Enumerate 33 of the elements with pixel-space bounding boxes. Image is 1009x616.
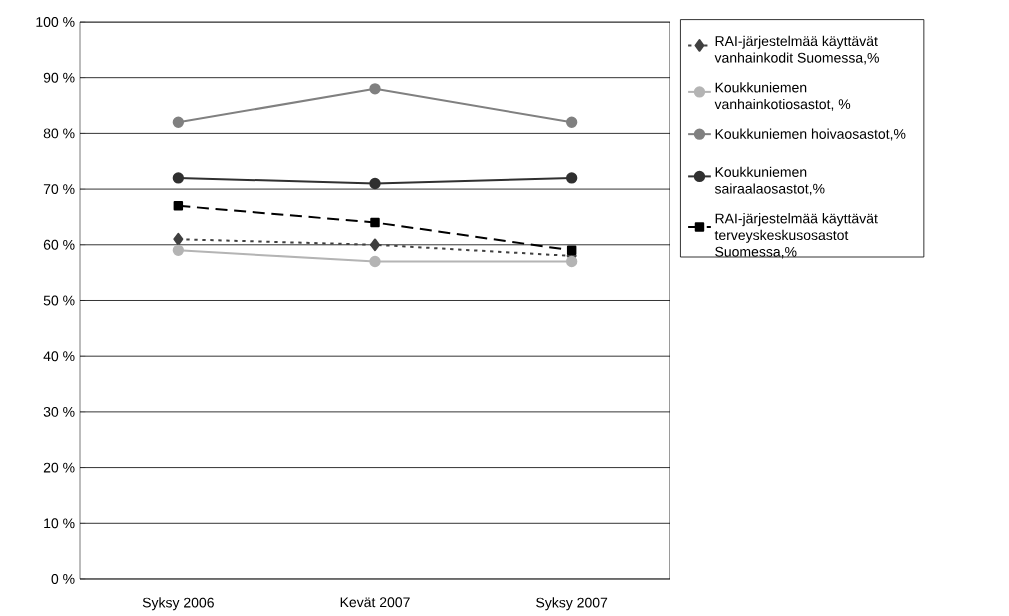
- point: [566, 116, 578, 128]
- point: [173, 201, 184, 211]
- y-tick-label: 20 %: [43, 462, 75, 473]
- point: [369, 255, 381, 268]
- point: [172, 116, 185, 128]
- point: [566, 172, 578, 184]
- x-tick-label: Syksy 2006: [142, 597, 214, 611]
- legend-label: Koukkuniemen sairaalaosastot,%: [714, 166, 825, 196]
- point: [370, 217, 380, 228]
- y-tick-label: 0 %: [51, 574, 75, 584]
- point: [369, 177, 381, 190]
- legend-label: RAI-järjestelmää käyttävät terveyskeskusosastot Suomessa,%: [714, 213, 878, 259]
- y-tick-label: 90 %: [43, 72, 75, 83]
- point: [566, 255, 578, 268]
- y-tick-label: 50 %: [43, 295, 75, 306]
- legend-label: Koukkuniemen hoivaosastot,%: [715, 128, 906, 141]
- legend-label: Koukkuniemen vanhainkotiosastot, %: [714, 82, 851, 111]
- point: [172, 244, 185, 257]
- y-tick-label: 30 %: [43, 406, 75, 417]
- y-tick-label: 40 %: [43, 351, 75, 362]
- legend-label: RAI-järjestelmää käyttävät vanhainkodit Suomessa,%: [714, 35, 879, 65]
- point: [172, 172, 185, 184]
- point: [566, 245, 577, 256]
- x-tick-label: Kevät 2007: [340, 597, 410, 608]
- y-tick-label: 60 %: [43, 239, 75, 250]
- x-tick-label: Syksy 2007: [536, 597, 608, 611]
- y-tick-label: 80 %: [43, 128, 75, 139]
- point: [370, 238, 381, 252]
- y-tick-label: 10 %: [44, 518, 75, 529]
- point: [173, 232, 184, 246]
- point: [369, 83, 381, 95]
- y-tick-label: 100 %: [36, 17, 75, 27]
- y-tick-label: 70 %: [43, 184, 75, 195]
